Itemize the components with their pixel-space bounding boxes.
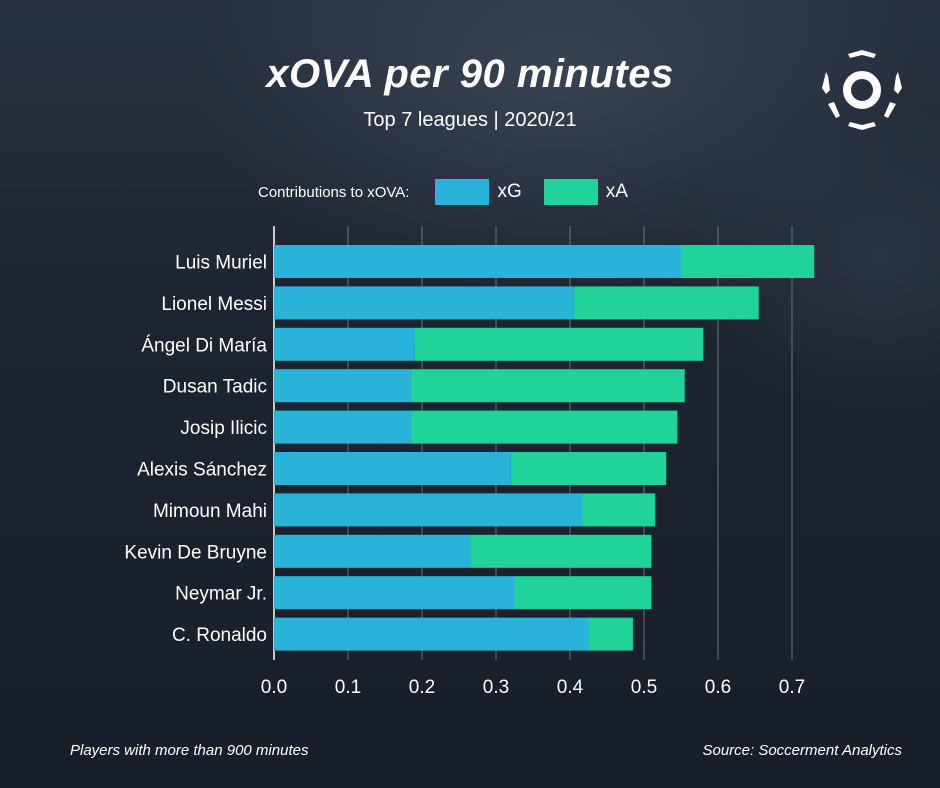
chart-title: xOVA per 90 minutes	[266, 52, 674, 96]
x-tick-label: 0.0	[261, 677, 287, 698]
bar-xg	[274, 452, 511, 485]
category-label: Alexis Sánchez	[137, 460, 267, 481]
category-label: Neymar Jr.	[175, 584, 267, 605]
category-label: Ángel Di María	[141, 335, 267, 356]
category-label: Luis Muriel	[175, 253, 267, 274]
bar-xg	[274, 410, 411, 444]
bar-xg	[274, 534, 471, 568]
x-tick-label: 0.4	[557, 677, 584, 698]
footer-note: Players with more than 900 minutes	[70, 742, 309, 759]
x-tick-label: 0.6	[705, 677, 731, 698]
bar-xg	[274, 493, 582, 527]
category-label: Josip Ilicic	[180, 418, 267, 439]
category-label: Mimoun Mahi	[153, 501, 267, 522]
legend: Contributions to xOVA: xG xA	[258, 178, 650, 206]
x-tick-label: 0.5	[631, 677, 657, 698]
bar-xg	[274, 369, 411, 403]
category-label: Dusan Tadic	[163, 377, 267, 398]
footer-source: Source: Soccerment Analytics	[702, 742, 902, 759]
bar-xa	[510, 452, 667, 485]
bar-xg	[274, 245, 681, 278]
bar-xg	[274, 286, 574, 320]
bar-xa	[514, 576, 652, 610]
bar-xa	[470, 534, 652, 568]
legend-label-xg: xG	[497, 181, 522, 202]
bar-xa	[573, 286, 759, 320]
bar-xa	[588, 617, 633, 651]
bar-xg	[274, 576, 515, 610]
x-tick-label: 0.1	[335, 677, 361, 698]
soccerment-logo-icon	[822, 50, 902, 130]
legend-label-xa: xA	[605, 181, 628, 202]
legend-title: Contributions to xOVA:	[258, 183, 410, 201]
bar-xg	[274, 327, 415, 361]
category-label: Kevin De Bruyne	[124, 542, 267, 563]
bar-xa	[410, 369, 685, 403]
x-tick-label: 0.7	[779, 677, 805, 698]
bar-xa	[581, 493, 656, 527]
x-tick-label: 0.3	[483, 677, 509, 698]
bar-xa	[681, 245, 815, 278]
bar-xa	[414, 327, 704, 361]
bar-xg	[274, 617, 589, 651]
category-label: Lionel Messi	[161, 294, 267, 315]
legend-swatch-xa	[543, 179, 598, 205]
chart-subtitle: Top 7 leagues | 2020/21	[363, 109, 577, 131]
x-tick-label: 0.2	[409, 677, 435, 698]
bar-xa	[410, 410, 678, 444]
legend-swatch-xg	[435, 179, 490, 205]
category-label: C. Ronaldo	[172, 625, 267, 646]
